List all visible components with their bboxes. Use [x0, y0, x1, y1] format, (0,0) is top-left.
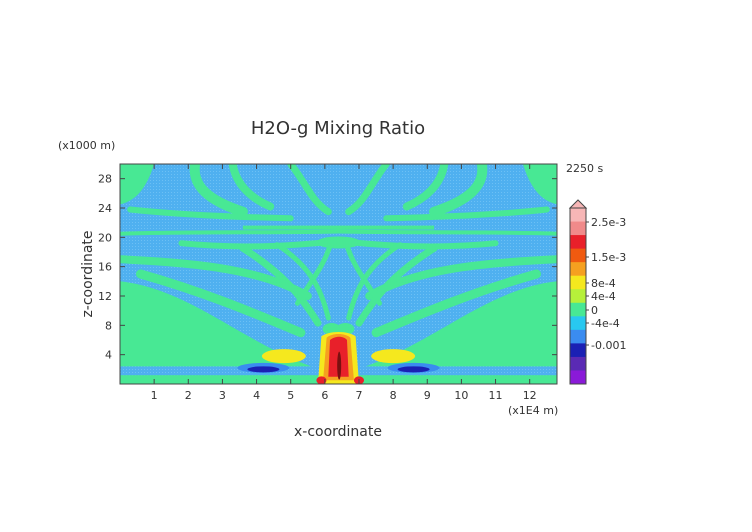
contour-band	[287, 164, 332, 216]
colorbar-segment	[570, 370, 586, 385]
x-tick-label: 2	[185, 389, 192, 402]
colorbar-segment	[570, 356, 586, 371]
central-maximum	[337, 351, 342, 380]
plume-foot	[316, 376, 327, 384]
colorbar-arrow	[568, 199, 588, 209]
y-tick-label: 28	[98, 173, 112, 186]
contour-region	[522, 164, 557, 205]
contour-band	[242, 225, 435, 230]
y-axis-label: z-coordinate	[80, 230, 96, 317]
time-label: 2250 s	[566, 162, 603, 175]
positive-lobe-right	[371, 349, 416, 364]
colorbar-segment	[570, 248, 586, 263]
contour-region	[120, 164, 155, 205]
plot-area	[119, 163, 558, 385]
colorbar-label: 0	[591, 304, 598, 317]
contour-region	[120, 281, 312, 367]
colorbar-segment	[570, 235, 586, 250]
contour-band	[189, 164, 248, 217]
negative-lobe-left	[247, 366, 280, 373]
x-tick-label: 12	[523, 389, 537, 402]
contour-region	[365, 281, 557, 367]
colorbar: 2.5e-3 1.5e-3 8e-44e-40-4e-4 -0.001	[568, 199, 626, 385]
colorbar-label: 8e-4	[591, 277, 616, 290]
colorbar-label: -4e-4	[591, 317, 620, 330]
x-tick-label: 4	[253, 389, 260, 402]
colorbar-segment	[570, 262, 586, 277]
colorbar-label: 2.5e-3	[591, 216, 626, 229]
negative-lobe-right	[397, 366, 430, 373]
contour-band	[120, 229, 341, 236]
contour-band	[345, 164, 390, 216]
colorbar-segment	[570, 343, 586, 358]
x-tick-label: 9	[424, 389, 431, 402]
contour-band	[383, 206, 550, 222]
x-tick-label: 11	[489, 389, 503, 402]
colorbar-segment	[570, 208, 586, 223]
contour-band	[136, 269, 306, 338]
colorbar-segment	[570, 302, 586, 317]
contour-band	[355, 244, 438, 327]
contour-band	[336, 229, 557, 236]
x-tick-label: 10	[454, 389, 468, 402]
x-tick-label: 6	[321, 389, 328, 402]
x-tick-label: 5	[287, 389, 294, 402]
contour-band	[228, 164, 275, 211]
y-axis: 4 8 12 16 20 24 28	[98, 173, 557, 362]
colorbar-label: 1.5e-3	[591, 251, 626, 264]
colorbar-segment	[570, 316, 586, 331]
y-tick-label: 4	[105, 349, 112, 362]
y-tick-label: 12	[98, 290, 112, 303]
y-tick-label: 8	[105, 319, 112, 332]
x-unit-label: (x1E4 m)	[508, 404, 558, 417]
y-tick-label: 16	[98, 261, 112, 274]
contour-band	[239, 244, 322, 327]
x-axis-label: x-coordinate	[294, 424, 382, 440]
contour-blob	[316, 236, 361, 249]
contour-blob	[322, 323, 341, 335]
y-unit-label: (x1000 m)	[58, 139, 115, 152]
x-axis: 1 2 3 4 5 6 7 8 9 10 11 12	[151, 164, 537, 402]
contour-band	[127, 206, 294, 222]
plot-frame	[119, 163, 558, 385]
colorbar-label: -0.001	[591, 339, 626, 352]
contour-field	[120, 164, 557, 384]
contour-blob	[336, 323, 355, 335]
y-tick-label: 24	[98, 202, 112, 215]
positive-lobe-left	[261, 349, 306, 364]
contour-band	[429, 164, 488, 217]
colorbar-segment	[570, 275, 586, 290]
x-tick-label: 3	[219, 389, 226, 402]
y-tick-label: 20	[98, 231, 112, 244]
x-tick-label: 7	[355, 389, 362, 402]
colorbar-label: 4e-4	[591, 290, 616, 303]
contour-band	[402, 164, 449, 211]
chart-title: H2O-g Mixing Ratio	[251, 118, 425, 139]
colorbar-segment	[570, 221, 586, 236]
x-tick-label: 1	[151, 389, 158, 402]
contour-band	[371, 269, 541, 338]
colorbar-segment	[570, 329, 586, 344]
x-tick-label: 8	[390, 389, 397, 402]
colorbar-segment	[570, 289, 586, 304]
